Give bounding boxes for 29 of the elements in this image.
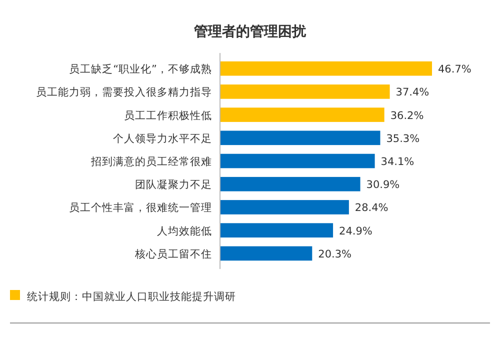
data-label: 34.1%: [380, 156, 414, 168]
y-tick-label: 员工能力弱，需要投入很多精力指导: [36, 86, 212, 99]
bar: [220, 200, 349, 214]
bar: [220, 246, 312, 261]
y-tick-label: 招到满意的员工经常很难: [90, 155, 212, 168]
bar: [220, 130, 380, 146]
chart-title: 管理者的管理困扰: [193, 24, 307, 40]
text: 统计规则：中国就业人口职业技能提升调研: [27, 290, 236, 303]
data-label: 20.3%: [318, 248, 352, 260]
data-label: 35.3%: [386, 132, 420, 145]
data-label: 30.9%: [366, 179, 400, 192]
y-tick-label: 团队凝聚力不足: [135, 178, 212, 192]
y-tick-label: 员工工作积极性低: [124, 110, 212, 122]
bar: [220, 61, 432, 76]
data-label: 24.9%: [339, 225, 372, 238]
data-label: 28.4%: [354, 202, 388, 214]
y-tick-label: 核心员工留不住: [134, 247, 212, 260]
bar: [220, 108, 384, 122]
y-tick-label: 个人领导力水平不足: [113, 132, 212, 145]
bar: [220, 154, 375, 168]
data-label: 46.7%: [438, 64, 472, 76]
y-tick-label: 员工缺乏“职业化”，不够成熟: [69, 62, 212, 76]
y-tick-label: 人均效能低: [157, 224, 212, 238]
data-label: 37.4%: [396, 86, 430, 99]
bar: [220, 176, 360, 192]
y-tick-label: 员工个性丰富，很难统一管理: [69, 201, 212, 214]
bar: [220, 223, 334, 238]
data-label: 36.2%: [390, 110, 424, 122]
bar: [220, 84, 390, 99]
